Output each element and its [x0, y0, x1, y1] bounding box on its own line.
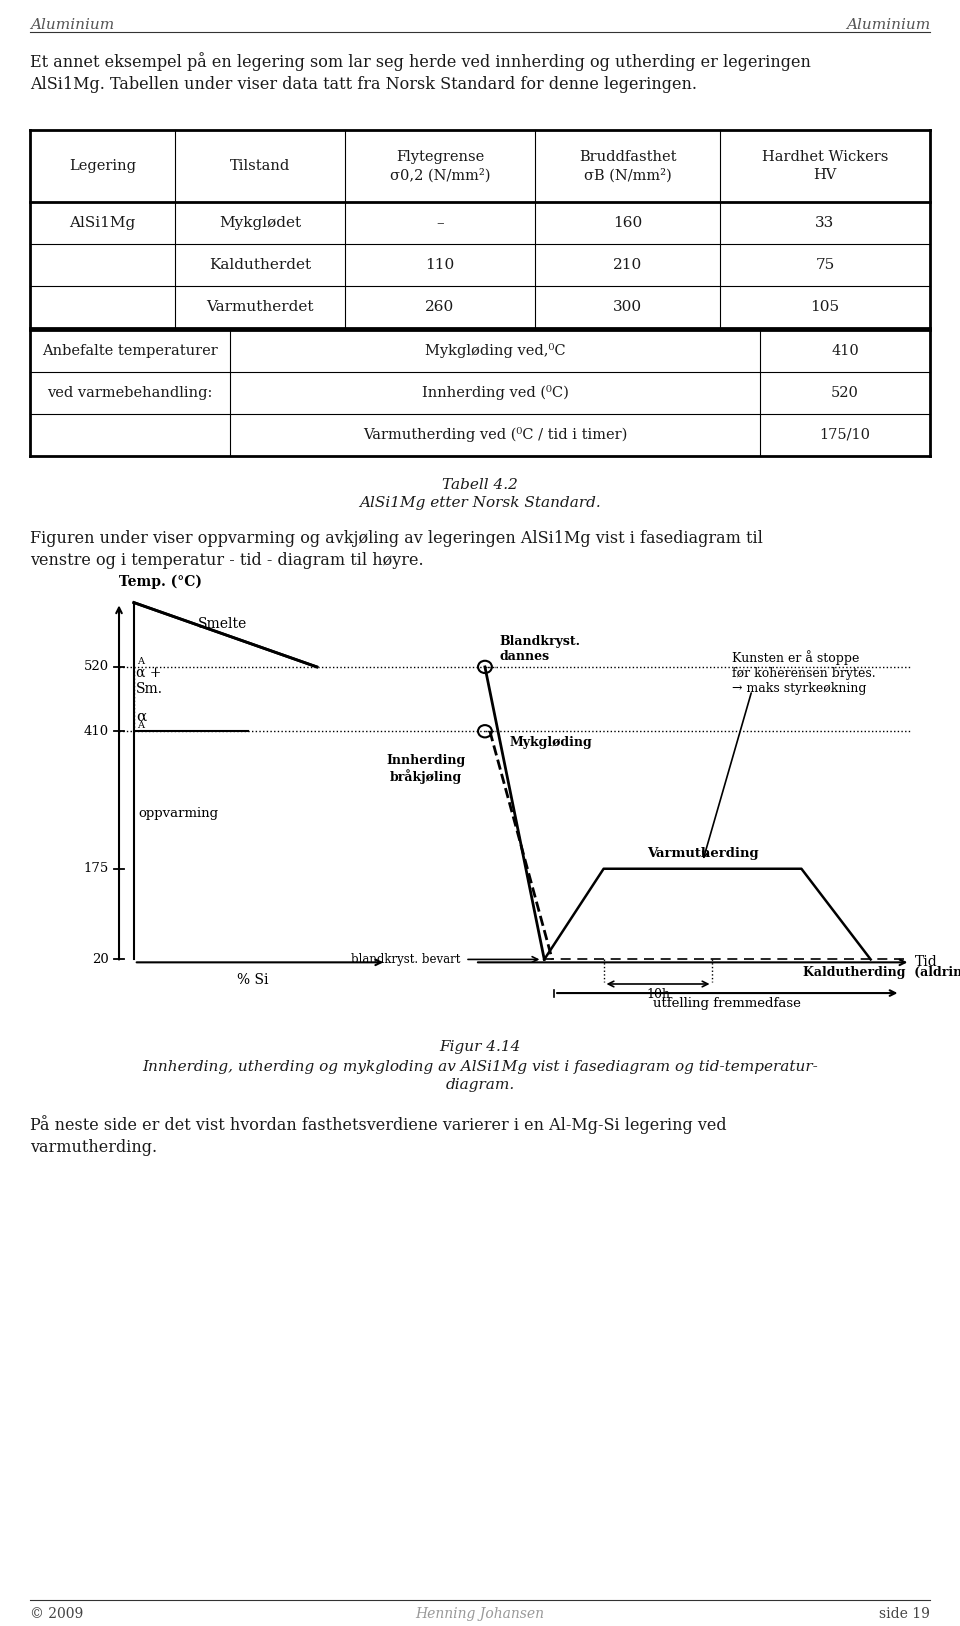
- Text: Kaldutherdet: Kaldutherdet: [209, 259, 311, 272]
- Text: Varmutherding: Varmutherding: [647, 847, 758, 860]
- Text: Anbefalte temperaturer: Anbefalte temperaturer: [42, 345, 218, 358]
- Text: Henning Johansen: Henning Johansen: [416, 1606, 544, 1621]
- Text: Mykglødet: Mykglødet: [219, 216, 301, 229]
- Text: oppvarming: oppvarming: [139, 806, 219, 820]
- Text: 110: 110: [425, 259, 455, 272]
- Text: A: A: [137, 722, 144, 730]
- Text: 210: 210: [612, 259, 642, 272]
- Text: 160: 160: [612, 216, 642, 229]
- Text: Aluminium: Aluminium: [30, 18, 114, 33]
- Text: Hardhet Wickers
HV: Hardhet Wickers HV: [762, 150, 888, 182]
- Text: Figuren under viser oppvarming og avkjøling av legeringen AlSi1Mg vist i fasedia: Figuren under viser oppvarming og avkjøl…: [30, 530, 763, 569]
- Text: 300: 300: [612, 301, 642, 314]
- Text: blandkryst. bevart: blandkryst. bevart: [350, 953, 460, 966]
- Text: Tid: Tid: [915, 956, 938, 969]
- Text: diagram.: diagram.: [445, 1078, 515, 1093]
- Text: Mykgløding: Mykgløding: [510, 735, 592, 748]
- Text: ved varmebehandling:: ved varmebehandling:: [47, 385, 213, 400]
- Text: Bruddfasthet
σB (N/mm²): Bruddfasthet σB (N/mm²): [579, 150, 676, 182]
- Text: Tabell 4.2: Tabell 4.2: [442, 478, 518, 493]
- Text: 10h: 10h: [646, 987, 670, 1000]
- Text: Sm.: Sm.: [135, 681, 163, 696]
- Text: Blandkryst.
dannes: Blandkryst. dannes: [500, 634, 581, 662]
- Text: 20: 20: [92, 953, 109, 966]
- Text: 33: 33: [815, 216, 834, 229]
- Text: 175: 175: [84, 862, 109, 875]
- Text: AlSi1Mg: AlSi1Mg: [69, 216, 135, 229]
- Text: 260: 260: [425, 301, 455, 314]
- Text: Smelte: Smelte: [198, 618, 248, 631]
- Text: 175/10: 175/10: [820, 428, 871, 442]
- Text: Et annet eksempel på en legering som lar seg herde ved innherding og utherding e: Et annet eksempel på en legering som lar…: [30, 52, 811, 93]
- Text: Kaldutherding  (aldring): Kaldutherding (aldring): [804, 966, 960, 979]
- Text: Kunsten er å stoppe
før koherensen brytes.
→ maks styrkeøkning: Kunsten er å stoppe før koherensen bryte…: [732, 650, 876, 696]
- Text: 410: 410: [84, 725, 109, 738]
- Text: Tilstand: Tilstand: [229, 159, 290, 172]
- Text: AlSi1Mg etter Norsk Standard.: AlSi1Mg etter Norsk Standard.: [359, 496, 601, 511]
- Text: Flytegrense
σ0,2 (N/mm²): Flytegrense σ0,2 (N/mm²): [390, 150, 491, 182]
- Text: Aluminium: Aluminium: [846, 18, 930, 33]
- Text: Figur 4.14: Figur 4.14: [440, 1041, 520, 1054]
- Text: 520: 520: [84, 660, 109, 673]
- Text: α +: α +: [135, 665, 161, 680]
- Text: –: –: [436, 216, 444, 229]
- Text: α: α: [135, 709, 146, 724]
- Text: 75: 75: [815, 259, 834, 272]
- Text: A: A: [137, 657, 144, 667]
- Text: side 19: side 19: [879, 1606, 930, 1621]
- Text: På neste side er det vist hvordan fasthetsverdiene varierer i en Al-Mg-Si legeri: På neste side er det vist hvordan fasthe…: [30, 1115, 727, 1156]
- Text: % Si: % Si: [237, 972, 268, 987]
- Text: Varmutherding ved (⁰C / tid i timer): Varmutherding ved (⁰C / tid i timer): [363, 428, 627, 442]
- Text: Innherding
bråkjøling: Innherding bråkjøling: [386, 754, 466, 784]
- Text: Mykgløding ved,⁰C: Mykgløding ved,⁰C: [424, 343, 565, 358]
- Text: Varmutherdet: Varmutherdet: [206, 301, 314, 314]
- Text: utfelling fremmedfase: utfelling fremmedfase: [654, 997, 802, 1010]
- Text: 105: 105: [810, 301, 840, 314]
- Text: Innherding ved (⁰C): Innherding ved (⁰C): [421, 385, 568, 400]
- Text: Innherding, utherding og mykgloding av AlSi1Mg vist i fasediagram og tid-tempera: Innherding, utherding og mykgloding av A…: [142, 1060, 818, 1075]
- Text: 520: 520: [831, 385, 859, 400]
- Text: Temp. (°C): Temp. (°C): [119, 576, 202, 589]
- Text: 410: 410: [831, 345, 859, 358]
- Text: Legering: Legering: [69, 159, 136, 172]
- Text: © 2009: © 2009: [30, 1606, 84, 1621]
